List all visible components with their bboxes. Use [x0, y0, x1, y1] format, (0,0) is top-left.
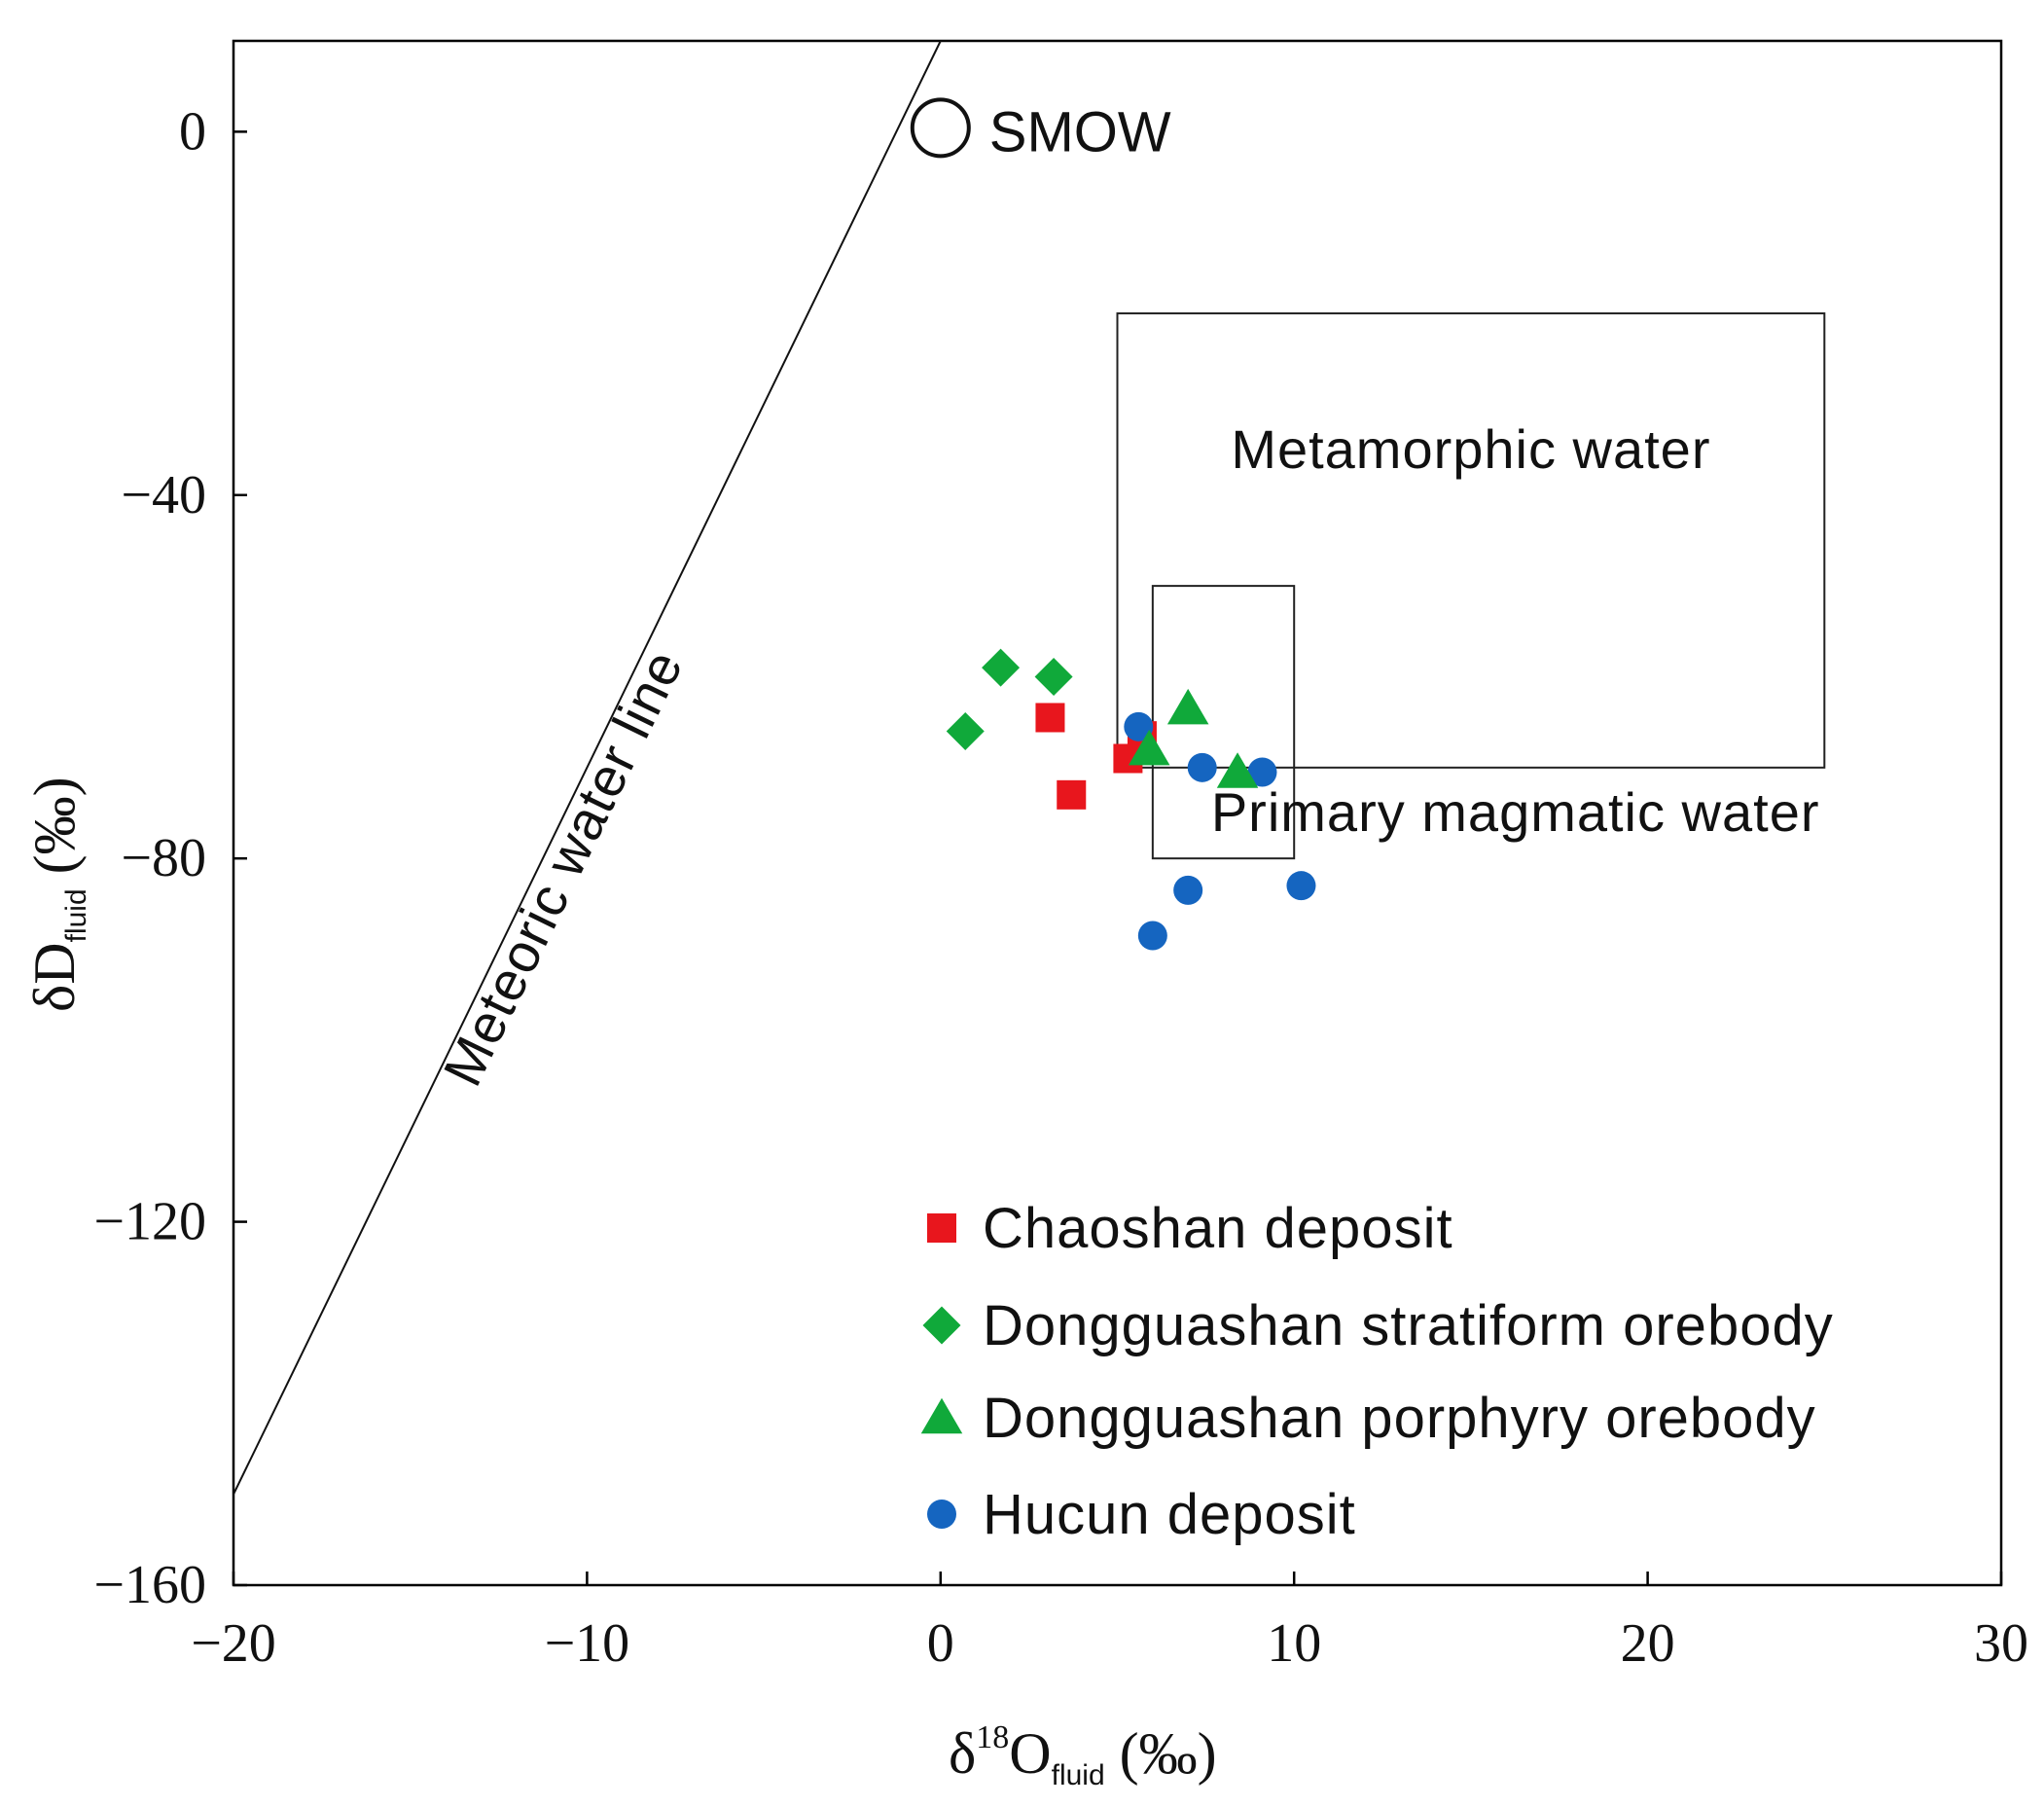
circle-data-point: [1187, 752, 1217, 782]
primary-magmatic-water-label: Primary magmatic water: [1211, 781, 1820, 843]
series-diamond: [946, 648, 1073, 750]
y-axis-title-unit: (‰): [22, 777, 87, 888]
y-tick-label: −120: [93, 1192, 206, 1252]
square-data-point: [1035, 703, 1065, 733]
legend-label: Hucun deposit: [983, 1483, 1356, 1546]
x-tick-label: −20: [191, 1613, 276, 1674]
plot-frame: [232, 39, 2003, 1587]
y-tick-label: 0: [179, 101, 206, 162]
triangle-data-point: [1128, 729, 1170, 766]
y-axis-title: δDfluid (‰): [22, 777, 92, 1012]
y-tick-label: −160: [93, 1555, 206, 1615]
series-triangle: [1128, 688, 1259, 788]
x-axis-title-o: O: [1009, 1721, 1051, 1786]
legend-label: Dongguashan stratiform orebody: [983, 1294, 1834, 1357]
circle-data-point: [1247, 757, 1277, 787]
smow-marker: [910, 97, 971, 159]
meteoric-water-line: [233, 41, 942, 1496]
triangle-data-point: [1166, 688, 1209, 725]
series-circle: [1124, 711, 1316, 951]
y-tick-label: −80: [121, 828, 206, 888]
legend-marker-diamond: [922, 1306, 961, 1345]
metamorphic-water-field: [1116, 312, 1826, 769]
diamond-data-point: [982, 648, 1021, 687]
x-tick-label: 0: [927, 1613, 954, 1674]
y-axis-title-sub: fluid: [60, 888, 92, 942]
circle-data-point: [1173, 875, 1203, 905]
circle-data-point: [1124, 711, 1154, 741]
diamond-data-point: [1034, 657, 1073, 696]
square-data-point: [1057, 779, 1087, 810]
x-tick-label: 10: [1267, 1613, 1321, 1674]
y-axis-title-main: δD: [22, 942, 87, 1012]
triangle-data-point: [1216, 752, 1259, 788]
legend-label: Dongguashan porphyry orebody: [983, 1387, 1816, 1450]
x-axis-title-sub: fluid: [1052, 1759, 1105, 1791]
legend-marker-circle: [927, 1500, 956, 1529]
x-axis-title-delta: δ: [949, 1721, 976, 1786]
circle-data-point: [1137, 921, 1167, 951]
x-tick-label: −10: [545, 1613, 630, 1674]
legend-label: Chaoshan deposit: [983, 1197, 1453, 1260]
y-tick-label: −40: [121, 465, 206, 525]
metamorphic-water-label: Metamorphic water: [1231, 418, 1710, 480]
x-axis-title: δ18Ofluid (‰): [949, 1719, 1217, 1791]
x-axis-title-sup: 18: [976, 1719, 1009, 1755]
x-axis-title-unit: (‰): [1105, 1721, 1217, 1786]
circle-data-point: [1286, 871, 1316, 901]
smow-label: SMOW: [989, 100, 1171, 163]
legend-marker-square: [927, 1213, 956, 1243]
x-tick-label: 30: [1974, 1613, 2028, 1674]
diamond-data-point: [946, 711, 985, 750]
x-tick-label: 20: [1621, 1613, 1675, 1674]
legend-marker-triangle: [920, 1397, 963, 1434]
legend: Chaoshan deposit Dongguashan stratiform o…: [920, 1197, 1834, 1546]
